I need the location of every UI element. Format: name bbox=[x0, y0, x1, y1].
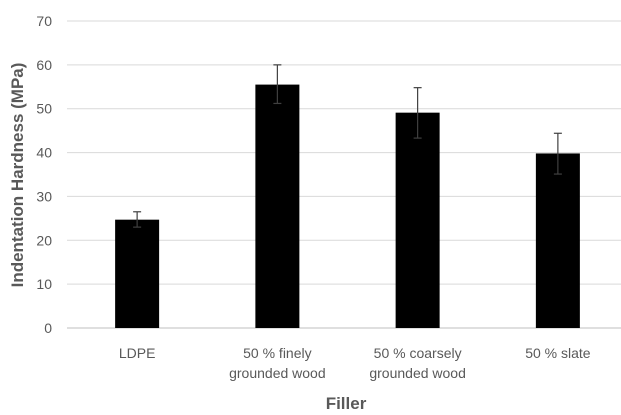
bar bbox=[255, 84, 300, 328]
x-category-label: grounded wood bbox=[369, 365, 466, 381]
y-tick-label: 70 bbox=[36, 13, 52, 29]
x-category-label: 50 % coarsely bbox=[374, 345, 462, 361]
x-axis-title: Filler bbox=[326, 394, 367, 413]
bar bbox=[395, 112, 440, 328]
error-bars bbox=[133, 64, 562, 228]
bar bbox=[535, 153, 580, 328]
y-tick-label: 50 bbox=[36, 101, 52, 117]
error-bar bbox=[553, 132, 562, 175]
error-bar bbox=[133, 211, 142, 228]
x-category-label: grounded wood bbox=[229, 365, 326, 381]
error-bar bbox=[273, 64, 282, 105]
x-category-label: 50 % slate bbox=[525, 345, 591, 361]
y-tick-label: 60 bbox=[36, 57, 52, 73]
bar bbox=[115, 219, 160, 328]
y-tick-label: 20 bbox=[36, 232, 52, 248]
x-category-label: 50 % finely bbox=[243, 345, 311, 361]
y-tick-label: 40 bbox=[36, 145, 52, 161]
y-tick-label: 0 bbox=[44, 320, 52, 336]
error-bar bbox=[413, 87, 422, 139]
y-tick-label: 10 bbox=[36, 276, 52, 292]
x-category-label: LDPE bbox=[119, 345, 156, 361]
y-axis-ticks: 0 10 20 30 40 50 60 70 bbox=[36, 13, 52, 336]
x-axis-categories: LDPE 50 % finely grounded wood 50 % coarsel… bbox=[119, 345, 591, 381]
y-axis-title: Indentation Hardness (MPa) bbox=[8, 63, 27, 288]
gridlines bbox=[67, 20, 621, 329]
y-tick-label: 30 bbox=[36, 188, 52, 204]
bars bbox=[115, 84, 580, 328]
